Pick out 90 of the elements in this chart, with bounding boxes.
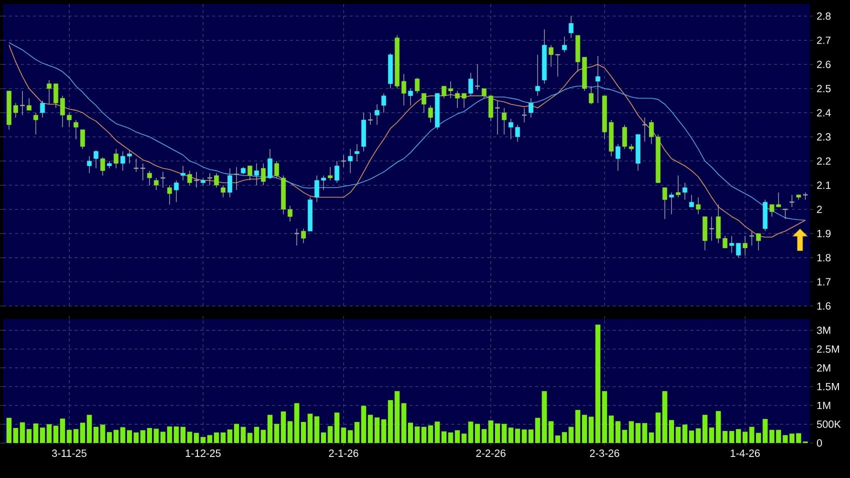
y-tick-label: 2.8: [817, 12, 831, 20]
candlestick: [227, 168, 232, 198]
y-tick-label: 1M: [817, 402, 830, 410]
candlestick: [334, 160, 340, 184]
candlestick: [114, 148, 118, 169]
x-tick-label: 2-3-26: [590, 450, 620, 457]
candlestick: [94, 150, 98, 169]
y-tick-label: 2.5: [817, 84, 831, 92]
y-tick-label: 0: [816, 439, 822, 447]
y-tick-label: 500K: [816, 420, 841, 428]
candlestick: [133, 158, 140, 172]
x-tick-label: 1-12-25: [186, 450, 221, 457]
candlestick: [214, 172, 219, 188]
candlestick: [160, 172, 166, 188]
candlestick: [502, 108, 507, 135]
candlestick: [46, 80, 52, 105]
candlestick: [220, 184, 226, 198]
candlestick: [80, 129, 85, 150]
y-tick-label: 2.4: [817, 109, 831, 116]
candlestick: [26, 98, 32, 111]
candlestick: [348, 148, 353, 174]
x-tick-label: 1-4-26: [730, 450, 760, 457]
candlestick: [260, 163, 266, 186]
candlestick: [742, 236, 748, 256]
candlestick: [422, 93, 426, 114]
candlestick: [374, 104, 380, 126]
y-tick-label: 3M: [816, 326, 830, 334]
candlestick: [568, 16, 574, 38]
candlestick: [328, 166, 333, 181]
candlestick: [234, 166, 240, 190]
candlestick: [167, 184, 172, 205]
x-tick-label: 3-11-25: [52, 450, 86, 457]
candlestick: [554, 54, 561, 77]
x-tick-label: 2-1-26: [329, 450, 358, 457]
candlestick: [676, 175, 681, 198]
candlestick: [401, 74, 406, 106]
candlestick: [622, 124, 628, 150]
candlestick: [154, 178, 159, 190]
candlestick: [696, 196, 701, 215]
candlestick: [482, 88, 486, 99]
y-tick-label: 2.2: [817, 157, 831, 165]
candlestick: [548, 44, 554, 68]
candlestick: [248, 166, 252, 181]
candlestick: [381, 93, 386, 114]
candlestick: [642, 117, 648, 142]
candlestick: [174, 180, 179, 202]
y-tick-label: 2.1: [817, 182, 831, 189]
y-tick-label: 1.8: [817, 254, 831, 262]
candlestick: [789, 194, 795, 208]
candlestick: [100, 157, 106, 176]
candlestick: [86, 156, 92, 174]
candlestick: [40, 100, 45, 118]
candlestick: [562, 36, 567, 53]
y-tick-label: 2: [817, 206, 822, 214]
candlestick: [408, 88, 413, 106]
candlestick: [74, 120, 78, 140]
y-tick-label: 2.6: [817, 60, 831, 68]
candlestick: [596, 56, 600, 104]
y-tick-label: 2.7: [817, 36, 831, 44]
candlestick: [140, 163, 146, 181]
candlestick: [33, 112, 38, 135]
candlestick: [428, 105, 433, 123]
candlestick: [147, 170, 152, 186]
x-tick-label: 2-2-26: [476, 450, 506, 457]
candlestick: [274, 160, 280, 178]
candlestick: [669, 192, 674, 215]
candlestick: [268, 148, 272, 180]
candlestick: [474, 64, 480, 90]
y-tick-label: 1.5M: [817, 382, 839, 390]
candlestick: [414, 77, 420, 94]
candlestick: [354, 144, 360, 162]
candlestick: [187, 170, 192, 186]
y-tick-label: 2.5M: [817, 345, 839, 353]
candlestick: [254, 163, 259, 186]
candlestick: [708, 216, 715, 242]
candlestick: [180, 166, 186, 181]
candlestick: [682, 182, 688, 200]
y-tick-label: 2M: [817, 364, 830, 372]
candlestick: [588, 86, 594, 105]
candlestick: [689, 194, 694, 208]
candlestick: [535, 54, 540, 96]
y-tick-label: 1.7: [817, 278, 831, 286]
y-tick-label: 1.6: [817, 302, 831, 310]
candlestick: [756, 233, 761, 251]
y-tick-label: 1.9: [817, 230, 831, 238]
y-tick-label: 2.3: [817, 133, 831, 141]
candlestick: [301, 228, 306, 244]
candlestick: [616, 144, 620, 172]
candlestick: [662, 187, 668, 220]
candlestick: [528, 98, 534, 118]
